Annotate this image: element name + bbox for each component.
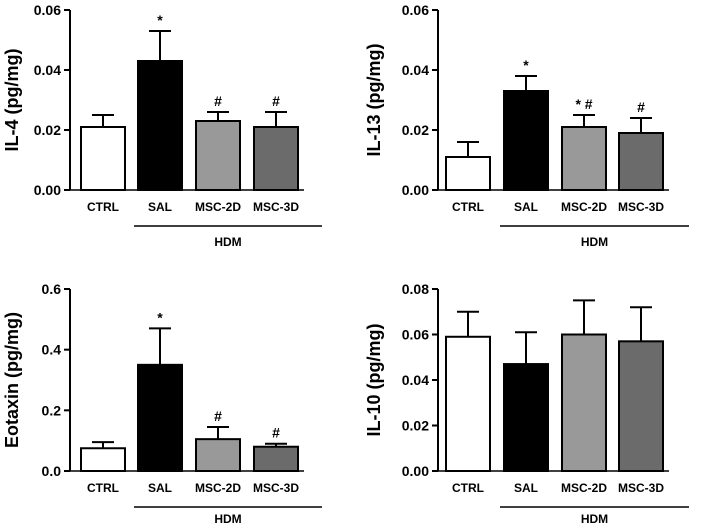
- bar-sal: [137, 363, 183, 472]
- y-tick-label: 0.06: [34, 2, 61, 18]
- category-label: MSC-3D: [618, 481, 664, 495]
- y-axis-label: IL-10 (pg/mg): [364, 324, 384, 437]
- category-label: MSC-2D: [195, 481, 241, 495]
- category-label: MSC-3D: [253, 481, 299, 495]
- significance-marker: #: [272, 93, 280, 109]
- category-label: MSC-2D: [561, 481, 607, 495]
- y-tick-label: 0.08: [402, 281, 429, 297]
- bar-msc-2d: [561, 126, 607, 191]
- y-tick-label: 0.02: [402, 122, 429, 138]
- bar-msc-3d: [253, 126, 299, 191]
- hdm-group-label: HDM: [581, 512, 608, 526]
- y-tick-label: 0.06: [402, 327, 429, 343]
- category-label: MSC-2D: [195, 200, 241, 214]
- y-tick-label: 0.04: [34, 62, 61, 78]
- bar-msc-3d: [618, 340, 664, 472]
- chart-eotaxin: 0.0 0.2 0.4 0.6 Eotaxin (pg/mg) CTRL * SAL # MSC-…: [2, 281, 322, 526]
- bar-ctrl: [445, 156, 491, 191]
- y-tick-label: 0.06: [402, 2, 429, 18]
- bar-msc-3d: [253, 445, 299, 473]
- y-tick-label: 0.0: [42, 463, 62, 479]
- bar-ctrl: [80, 447, 126, 472]
- hdm-group-label: HDM: [214, 512, 241, 526]
- hdm-group-label: HDM: [214, 235, 241, 249]
- significance-marker: *: [157, 12, 163, 28]
- bar-sal: [503, 363, 549, 472]
- bar-sal: [137, 60, 183, 191]
- significance-marker: #: [637, 99, 645, 115]
- bar-ctrl: [80, 126, 126, 191]
- bar-sal: [503, 90, 549, 191]
- y-tick-label: 0.04: [402, 372, 429, 388]
- category-label: SAL: [514, 481, 538, 495]
- y-tick-label: 0.02: [34, 122, 61, 138]
- y-tick-label: 0.6: [42, 281, 62, 297]
- category-label: SAL: [514, 200, 538, 214]
- y-tick-label: 0.02: [402, 418, 429, 434]
- y-tick-label: 0.4: [42, 342, 62, 358]
- category-label: SAL: [148, 200, 172, 214]
- y-tick-label: 0.00: [402, 182, 429, 198]
- chart-il13: 0.00 0.02 0.04 0.06 IL-13 (pg/mg) CTRL * SAL * #…: [364, 2, 689, 249]
- significance-marker: #: [214, 93, 222, 109]
- y-tick-label: 0.00: [402, 463, 429, 479]
- category-label: SAL: [148, 481, 172, 495]
- bar-msc-2d: [195, 120, 241, 191]
- category-label: CTRL: [87, 200, 119, 214]
- significance-marker: *: [157, 309, 163, 325]
- bar-msc-3d: [618, 132, 664, 191]
- category-label: CTRL: [87, 481, 119, 495]
- y-tick-label: 0.04: [402, 62, 429, 78]
- category-label: CTRL: [452, 481, 484, 495]
- category-label: MSC-3D: [618, 200, 664, 214]
- significance-marker: #: [272, 425, 280, 441]
- y-axis-label: IL-13 (pg/mg): [364, 44, 384, 157]
- chart-il4: 0.00 0.02 0.04 0.06 IL-4 (pg/mg) CTRL * SAL # MSC…: [2, 2, 322, 249]
- bar-ctrl: [445, 335, 491, 473]
- y-axis-label: IL-4 (pg/mg): [2, 49, 22, 152]
- category-label: MSC-3D: [253, 200, 299, 214]
- bar-msc-2d: [561, 333, 607, 472]
- bar-msc-2d: [195, 438, 241, 472]
- category-label: MSC-2D: [561, 200, 607, 214]
- significance-marker: *: [523, 57, 529, 73]
- category-label: CTRL: [452, 200, 484, 214]
- hdm-group-label: HDM: [581, 235, 608, 249]
- chart-il10: 0.00 0.02 0.04 0.06 0.08 IL-10 (pg/mg) CTRL SAL…: [364, 281, 689, 526]
- y-tick-label: 0.2: [42, 402, 62, 418]
- y-axis-label: Eotaxin (pg/mg): [2, 312, 22, 448]
- y-tick-label: 0.00: [34, 182, 61, 198]
- significance-marker: * #: [575, 96, 592, 112]
- significance-marker: #: [214, 408, 222, 424]
